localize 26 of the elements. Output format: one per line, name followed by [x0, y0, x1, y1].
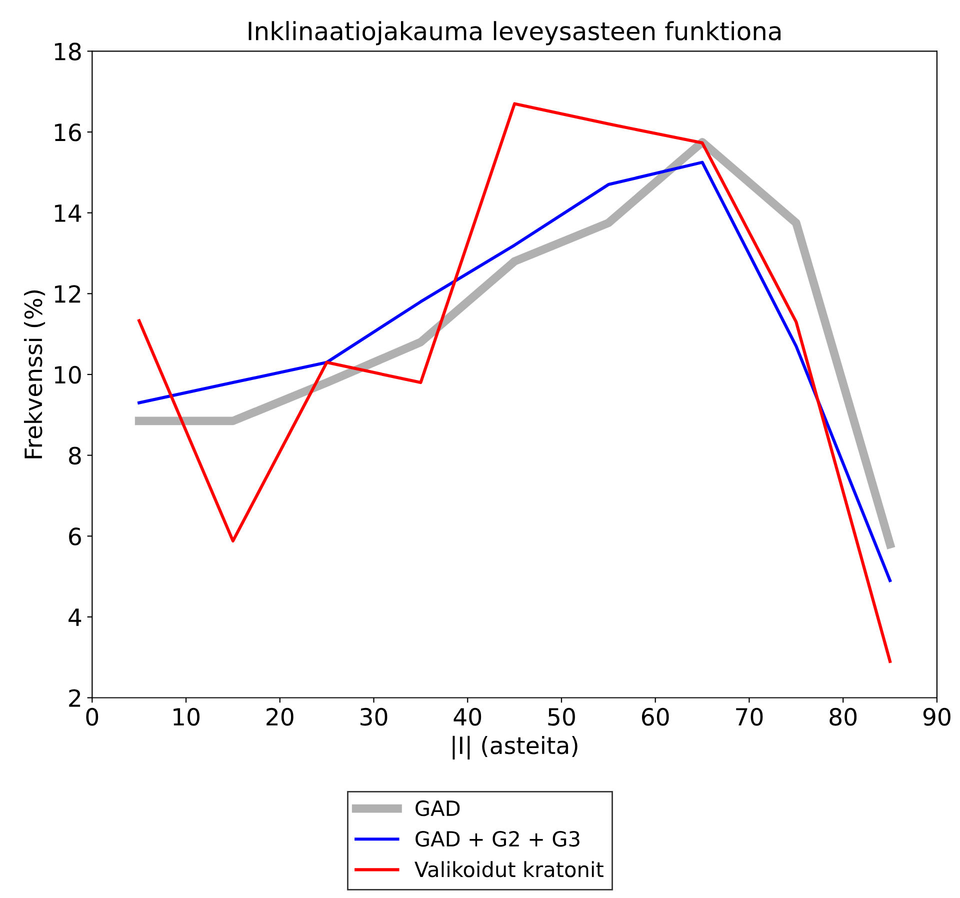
y-tick-label: 2 — [69, 689, 80, 707]
x-tick-label: 20 — [266, 708, 294, 726]
legend-label: GAD — [416, 800, 460, 816]
legend-label: Valikoidut kratonit — [414, 861, 604, 878]
x-tick-label: 70 — [736, 708, 763, 726]
chart-title: Inklinaatiojakauma leveysasteen funktiona — [248, 21, 780, 46]
legend-label: GAD + G2 + G3 — [416, 830, 580, 847]
y-tick-label: 12 — [54, 285, 80, 303]
y-tick-label: 10 — [54, 366, 81, 384]
line-series — [138, 102, 892, 663]
y-tick-label: 4 — [68, 608, 82, 626]
x-tick-label: 80 — [830, 708, 857, 726]
x-tick-label: 0 — [86, 708, 98, 726]
x-tick-label: 10 — [174, 708, 200, 726]
x-tick-label: 40 — [454, 708, 482, 726]
x-tick-label: 90 — [923, 708, 950, 726]
y-tick-label: 8 — [69, 446, 81, 465]
x-tick-label: 60 — [642, 708, 669, 726]
y-axis-title: Frekvenssi (%) — [24, 290, 46, 458]
y-tick-label: 14 — [54, 204, 82, 222]
x-tick-label: 30 — [360, 708, 388, 726]
x-axis-title: |I| (asteita) — [452, 736, 578, 760]
x-tick-label: 50 — [548, 708, 575, 726]
y-tick-label: 6 — [69, 528, 81, 546]
y-tick-label: 16 — [54, 123, 81, 142]
y-tick-label: 18 — [54, 42, 81, 60]
